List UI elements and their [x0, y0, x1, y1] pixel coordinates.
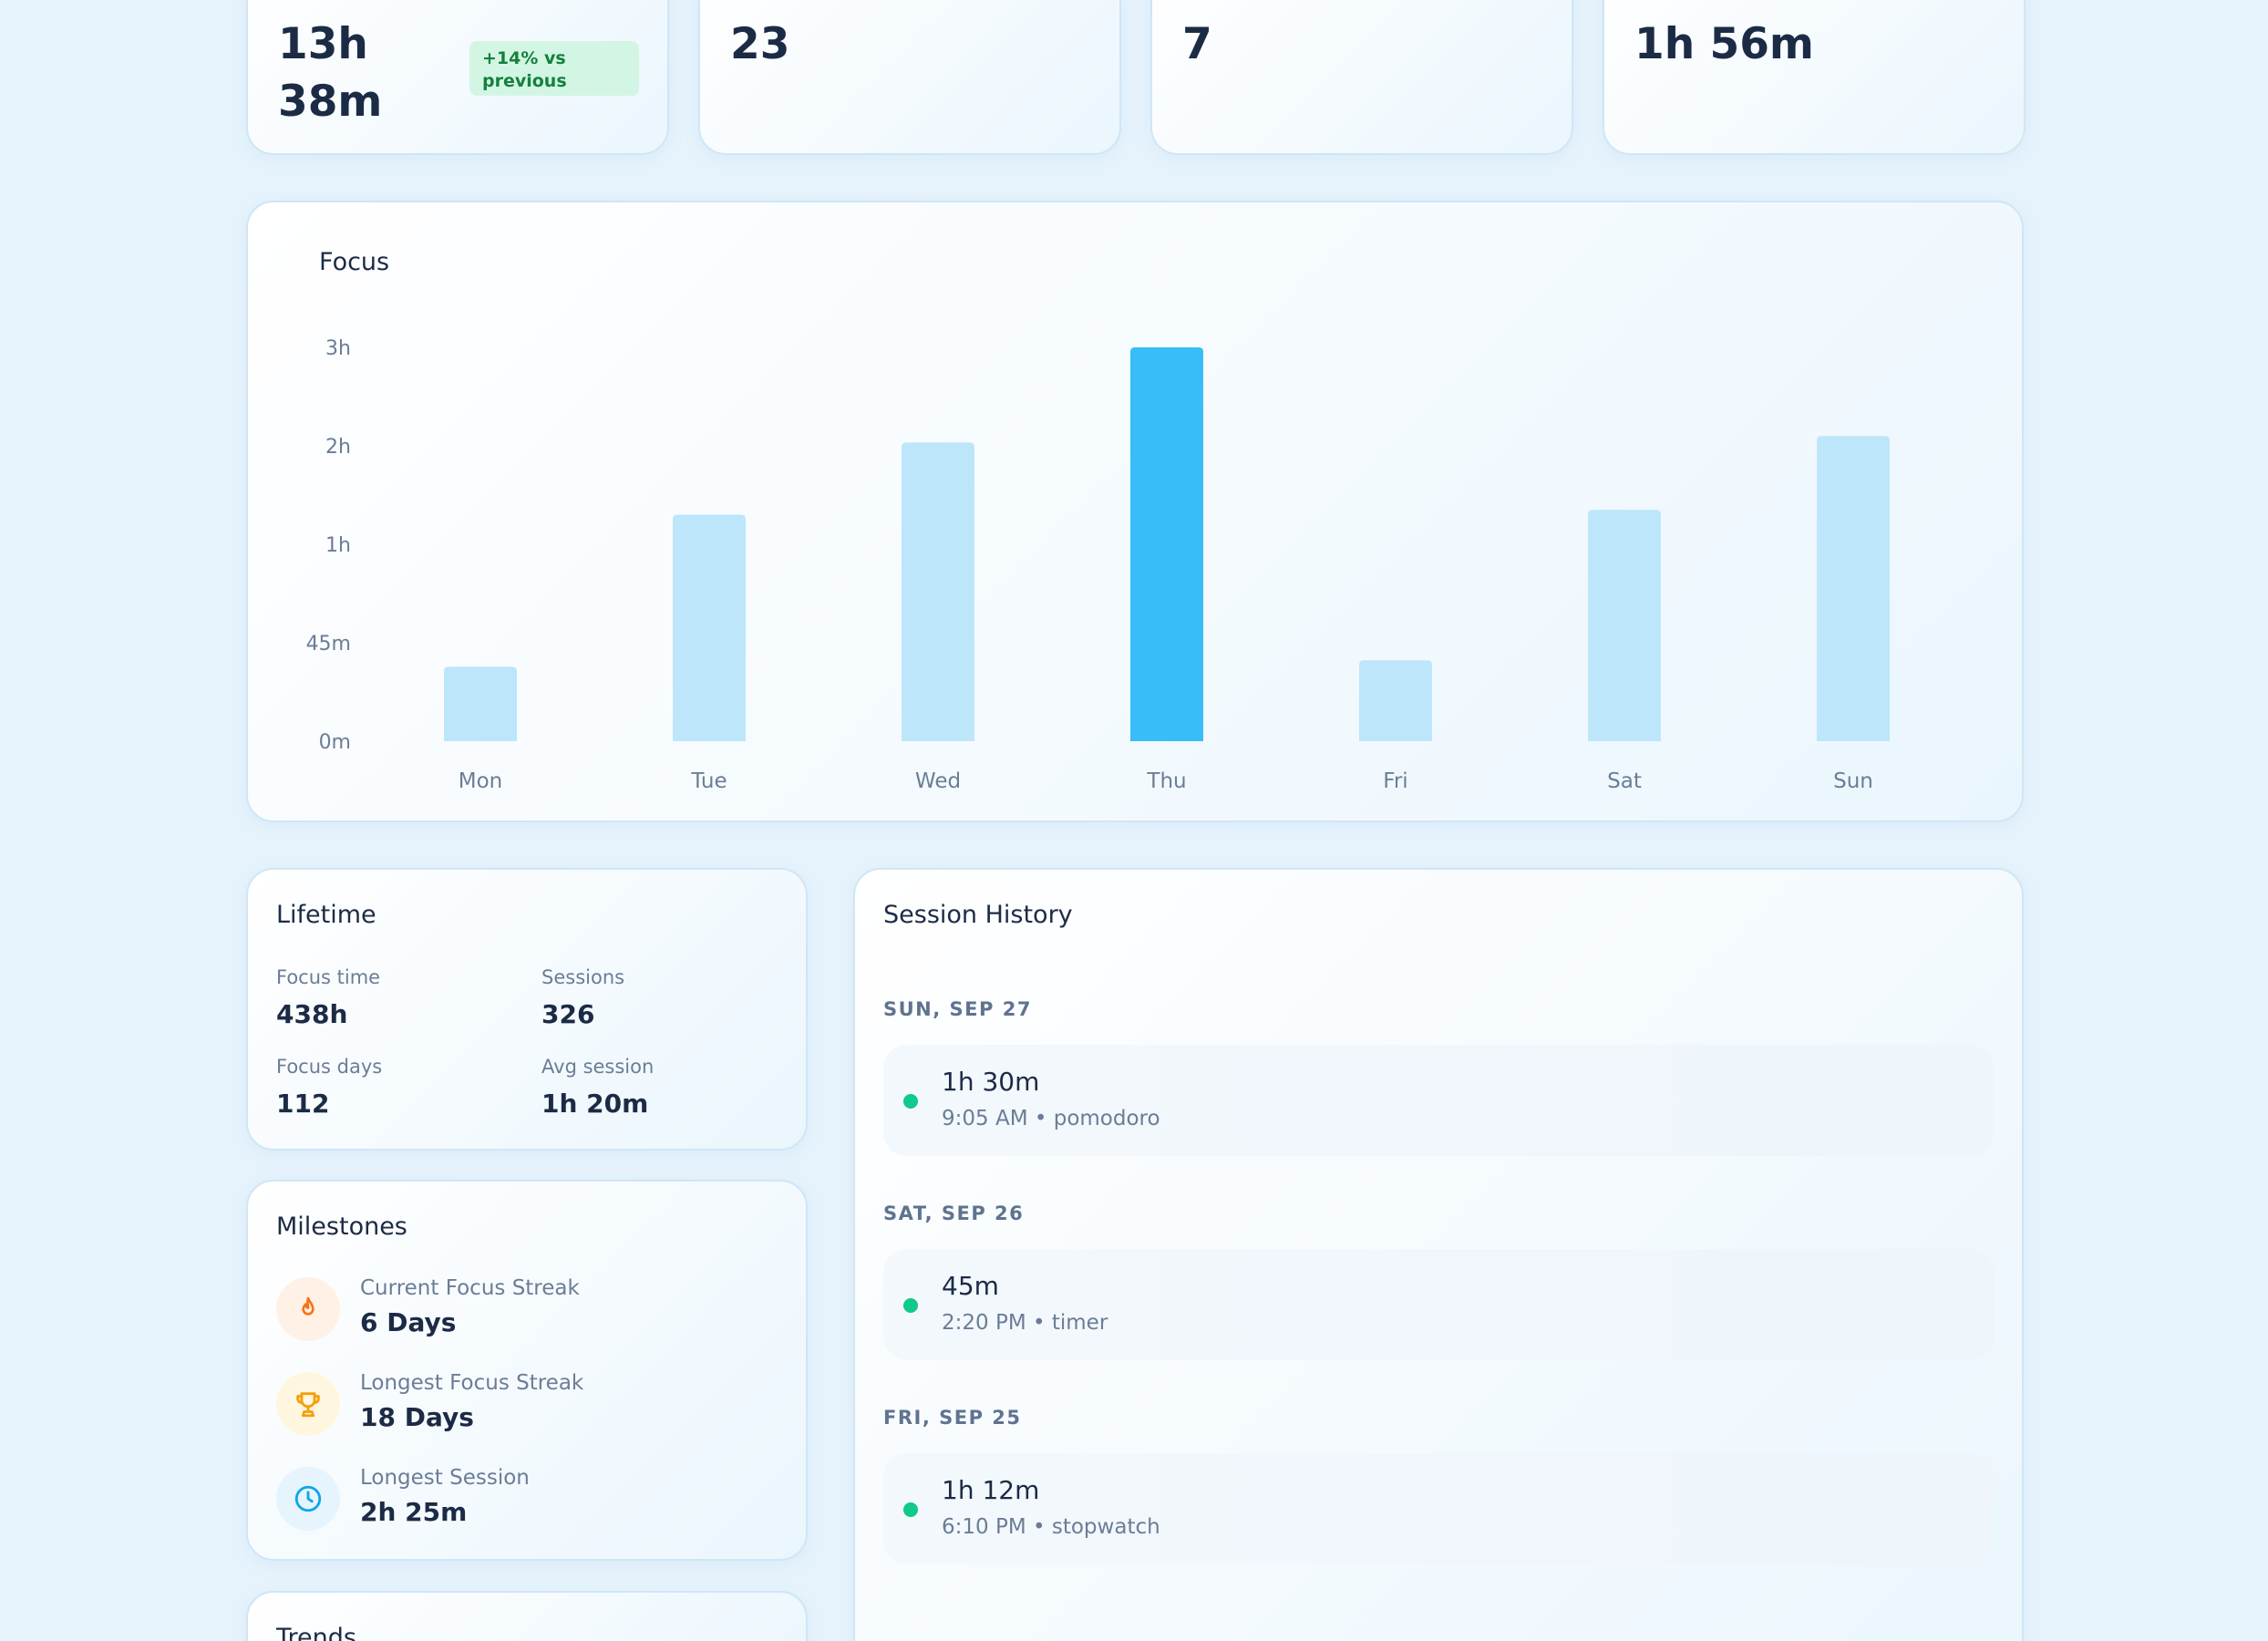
stat-card-average: 1h 56m [1603, 0, 2026, 155]
trends-title: Trends [276, 1624, 356, 1641]
x-tick-label: Sun [1833, 769, 1873, 793]
sessions-value: 326 [541, 999, 595, 1029]
status-dot [903, 1298, 918, 1313]
y-tick-label: 1h [325, 534, 351, 557]
status-dot [903, 1094, 918, 1109]
change-badge: +14% vs previous [469, 41, 639, 96]
milestone-longest-session: Longest Session 2h 25m [276, 1466, 787, 1535]
status-dot [903, 1502, 918, 1517]
milestone-label: Longest Focus Streak [360, 1371, 584, 1395]
milestones-title: Milestones [276, 1213, 407, 1241]
avg-session-value: 1h 20m [541, 1089, 649, 1119]
sessions-label: Sessions [541, 966, 625, 988]
y-tick-label: 0m [319, 731, 351, 754]
trophy-icon [276, 1372, 340, 1436]
focus-time-value: 438h [276, 999, 348, 1029]
milestone-label: Current Focus Streak [360, 1276, 580, 1300]
y-tick-label: 3h [325, 337, 351, 360]
focus-time-label: Focus time [276, 966, 381, 988]
lifetime-sessions: Sessions 326 [541, 966, 624, 1029]
lifetime-avg-session: Avg session 1h 20m [541, 1056, 654, 1119]
milestone-text: Longest Session 2h 25m [360, 1466, 530, 1527]
bar-fri[interactable] [1359, 660, 1432, 741]
stat-card-total-focus: 13h 38m +14% vs previous [246, 0, 669, 155]
milestone-value: 6 Days [360, 1307, 457, 1337]
milestone-current-streak: Current Focus Streak 6 Days [276, 1276, 787, 1346]
x-tick-label: Tue [690, 769, 727, 793]
milestone-text: Current Focus Streak 6 Days [360, 1276, 580, 1337]
stat-value: 13h 38m [278, 15, 382, 130]
stat-value: 23 [730, 19, 790, 69]
milestone-text: Longest Focus Streak 18 Days [360, 1371, 583, 1432]
session-history-card: Session History SUN, SEP 27 1h 30m 9:05 … [853, 868, 2024, 1641]
session-item[interactable]: 45m 2:20 PM • timer [883, 1249, 1994, 1360]
trends-card: Trends [246, 1591, 808, 1641]
bar-sat[interactable] [1588, 510, 1661, 741]
lifetime-focus-time: Focus time 438h [276, 966, 380, 1029]
milestone-longest-streak: Longest Focus Streak 18 Days [276, 1371, 787, 1440]
stat-value-minutes: 38m [278, 77, 383, 127]
x-tick-label: Sat [1607, 769, 1642, 793]
session-duration: 45m [942, 1271, 999, 1301]
milestone-value: 18 Days [360, 1402, 474, 1432]
chart-title: Focus [319, 248, 390, 276]
bar-wed[interactable] [902, 442, 974, 741]
bar-sun[interactable] [1817, 436, 1890, 741]
session-meta: 6:10 PM • stopwatch [942, 1515, 1160, 1539]
session-meta: 9:05 AM • pomodoro [942, 1107, 1160, 1130]
clock-icon [276, 1467, 340, 1531]
lifetime-card: Lifetime Focus time 438h Sessions 326 Fo… [246, 868, 808, 1151]
day-header: FRI, SEP 25 [883, 1407, 1022, 1429]
session-duration: 1h 30m [942, 1067, 1040, 1097]
x-tick-label: Wed [915, 769, 961, 793]
session-item[interactable]: 1h 12m 6:10 PM • stopwatch [883, 1453, 1994, 1564]
focus-days-label: Focus days [276, 1056, 383, 1078]
x-tick-label: Fri [1383, 769, 1407, 793]
focus-bar-chart: 0m 45m 1h 2h 3h Mon Tue Wed Thu Fri Sat Sun [306, 337, 1890, 793]
milestone-value: 2h 25m [360, 1497, 468, 1527]
avg-session-label: Avg session [541, 1056, 655, 1078]
x-tick-label: Mon [459, 769, 503, 793]
stat-card-sessions: 23 [698, 0, 1121, 155]
bar-tue[interactable] [673, 514, 746, 741]
session-item[interactable]: 1h 30m 9:05 AM • pomodoro [883, 1045, 1994, 1156]
focus-chart-card: Focus 0m 45m 1h 2h 3h Mon Tue Wed Thu Fri Sat Sun [246, 201, 2024, 822]
day-header: SAT, SEP 26 [883, 1202, 1025, 1224]
session-duration: 1h 12m [942, 1475, 1040, 1505]
x-tick-label: Thu [1146, 769, 1186, 793]
stat-card-days: 7 [1150, 0, 1573, 155]
session-meta: 2:20 PM • timer [942, 1311, 1108, 1335]
y-tick-label: 2h [325, 436, 351, 459]
day-header: SUN, SEP 27 [883, 998, 1032, 1020]
y-tick-label: 45m [306, 633, 351, 655]
stat-value: 7 [1182, 19, 1212, 69]
focus-days-value: 112 [276, 1089, 330, 1119]
bar-thu[interactable] [1130, 347, 1203, 741]
session-history-title: Session History [883, 901, 1073, 929]
milestone-label: Longest Session [360, 1466, 530, 1490]
lifetime-title: Lifetime [276, 901, 376, 929]
flame-icon [276, 1277, 340, 1341]
milestones-card: Milestones Current Focus Streak 6 Days L… [246, 1180, 808, 1561]
lifetime-focus-days: Focus days 112 [276, 1056, 382, 1119]
stat-value: 1h 56m [1634, 19, 1814, 69]
bar-mon[interactable] [444, 666, 517, 741]
stat-value-hours: 13h [278, 19, 368, 69]
